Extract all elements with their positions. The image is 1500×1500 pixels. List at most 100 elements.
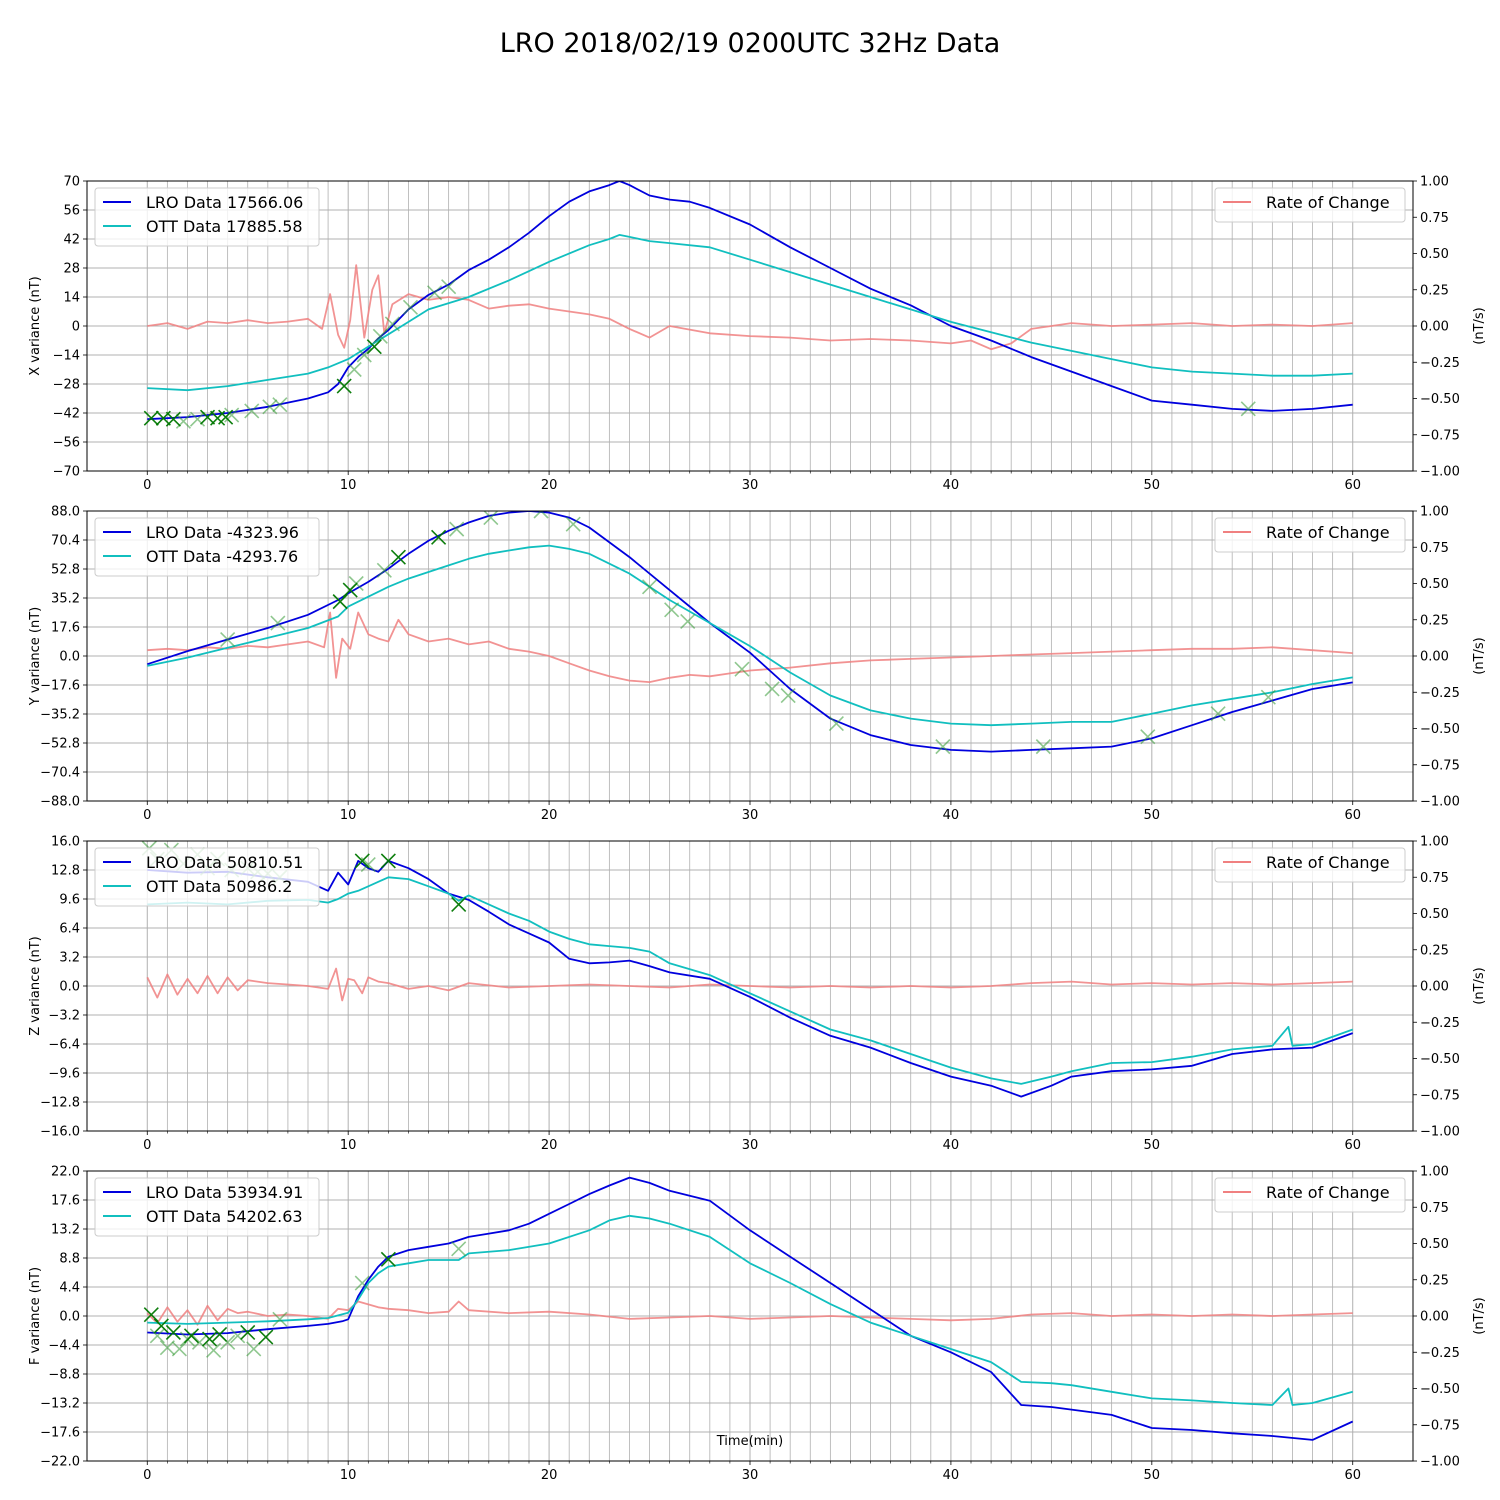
x-marker [390, 549, 406, 565]
x-tick-label: 50 [1144, 808, 1161, 823]
x-marker [165, 1324, 181, 1341]
y2-tick-label: −0.50 [1420, 722, 1460, 737]
y-tick-label: 0 [72, 320, 80, 335]
legend-right: Rate of Change [1214, 517, 1406, 553]
y-tick-label: 28 [63, 262, 80, 277]
x-marker-light [354, 1275, 370, 1291]
y2-tick-label: 0.75 [1420, 871, 1449, 886]
x-tick-label: 60 [1344, 1138, 1361, 1153]
y-tick-label: 14 [63, 291, 80, 306]
x-marker-light [175, 413, 192, 429]
legend-box [94, 847, 320, 907]
y-tick-label: 88.0 [51, 505, 80, 520]
rate-of-change-line [146, 967, 1353, 1002]
legend-label-rate: Rate of Change [1266, 853, 1390, 872]
x-marker-light [384, 316, 400, 332]
x-marker [332, 594, 348, 610]
x-marker-light [272, 397, 288, 413]
x-tick-label: 30 [742, 1468, 759, 1483]
x-marker [258, 1329, 274, 1345]
ott-data-line [147, 234, 1353, 392]
x-marker-light [533, 511, 549, 519]
y-axis-label: X variance (nT) [28, 276, 43, 375]
y-tick-label: −28 [53, 378, 80, 393]
legend-box [94, 517, 320, 577]
y-tick-label: −14 [53, 349, 80, 364]
y-tick-label: 12.8 [51, 864, 80, 879]
plot-frame [86, 1170, 1414, 1462]
plot-frame [86, 510, 1414, 802]
x-tick-label: 20 [541, 478, 558, 493]
y-tick-label: −56 [53, 436, 80, 451]
y-axis-label: Z variance (nT) [28, 936, 43, 1035]
x-marker-light [1240, 401, 1256, 417]
x-marker-light [641, 579, 658, 595]
x-marker-light [935, 739, 951, 755]
x-tick-label: 60 [1344, 1468, 1361, 1483]
x-marker-light [1035, 739, 1051, 755]
legend-label-lro: LRO Data 17566.06 [146, 193, 303, 212]
y2-tick-label: 0.75 [1420, 211, 1449, 226]
x-marker [431, 529, 447, 545]
y-tick-label: 52.8 [51, 563, 80, 578]
legend-box [94, 187, 320, 247]
x-marker-light [189, 411, 206, 427]
x-tick-label: 10 [340, 1468, 357, 1483]
plot-frame [86, 840, 1414, 1132]
x-marker-light [680, 613, 696, 629]
x-marker-light [664, 602, 680, 618]
y2-tick-label: 0.50 [1420, 577, 1449, 592]
x-tick-label: 40 [943, 808, 960, 823]
x-marker-light [780, 687, 796, 704]
y-tick-label: 16.0 [51, 835, 80, 850]
y-tick-label: −4.4 [48, 1339, 80, 1354]
x-marker-light [1210, 706, 1226, 722]
y2-tick-label: 0.00 [1420, 320, 1449, 335]
x-marker [212, 1326, 228, 1343]
x-marker [143, 1307, 159, 1323]
legend-label-rate: Rate of Change [1266, 193, 1390, 212]
y-tick-label: −17.6 [40, 679, 80, 694]
chart-panel-2: −88.0 −70.4 −52.8 −35.2 −17.6 0.0 17.6 35.2 52.8… [28, 505, 1487, 824]
x-marker-light [356, 347, 372, 363]
ott-data-line [147, 544, 1353, 727]
legend-label-ott: OTT Data 17885.58 [146, 217, 303, 236]
x-marker-light [828, 715, 844, 732]
y2-tick-label: 0.25 [1420, 1273, 1449, 1288]
y-axis-label: Y variance (nT) [28, 607, 43, 707]
y2-tick-label: 0.25 [1420, 943, 1449, 958]
x-tick-label: 10 [340, 1138, 357, 1153]
legend-label-ott: OTT Data 50986.2 [146, 877, 292, 896]
y2-tick-label: −1.00 [1420, 795, 1460, 810]
y2-tick-label: −1.00 [1420, 1455, 1460, 1470]
legend-label-rate: Rate of Change [1266, 1183, 1390, 1202]
x-marker [354, 853, 370, 869]
x-marker [201, 1331, 218, 1347]
y2-tick-label: −0.75 [1420, 758, 1460, 773]
legend-label-rate: Rate of Change [1266, 523, 1390, 542]
y-tick-label: 42 [63, 233, 80, 248]
y2-axis-label: (nT/s) [1472, 967, 1487, 1004]
x-marker-light [1260, 689, 1276, 705]
lro-data-line [147, 860, 1354, 1098]
x-tick-label: 30 [742, 1138, 759, 1153]
y-tick-label: −17.6 [40, 1426, 80, 1441]
ott-data-line [147, 876, 1354, 1085]
y-tick-label: 0.0 [59, 1310, 80, 1325]
y-tick-label: −70 [53, 465, 80, 480]
x-tick-label: 20 [541, 808, 558, 823]
y-tick-label: 56 [63, 204, 80, 219]
x-tick-label: 20 [541, 1138, 558, 1153]
x-marker [451, 896, 467, 913]
y2-tick-label: −0.50 [1420, 1382, 1460, 1397]
legend-label-ott: OTT Data 54202.63 [146, 1207, 303, 1226]
x-tick-label: 0 [143, 1138, 151, 1153]
legend-box [1214, 847, 1406, 883]
legend-right: Rate of Change [1214, 187, 1406, 223]
y2-tick-label: 0.25 [1420, 613, 1449, 628]
y2-tick-label: 0.25 [1420, 283, 1449, 298]
x-marker [380, 853, 396, 869]
y-tick-label: −13.2 [40, 1397, 80, 1412]
x-tick-label: 10 [340, 808, 357, 823]
